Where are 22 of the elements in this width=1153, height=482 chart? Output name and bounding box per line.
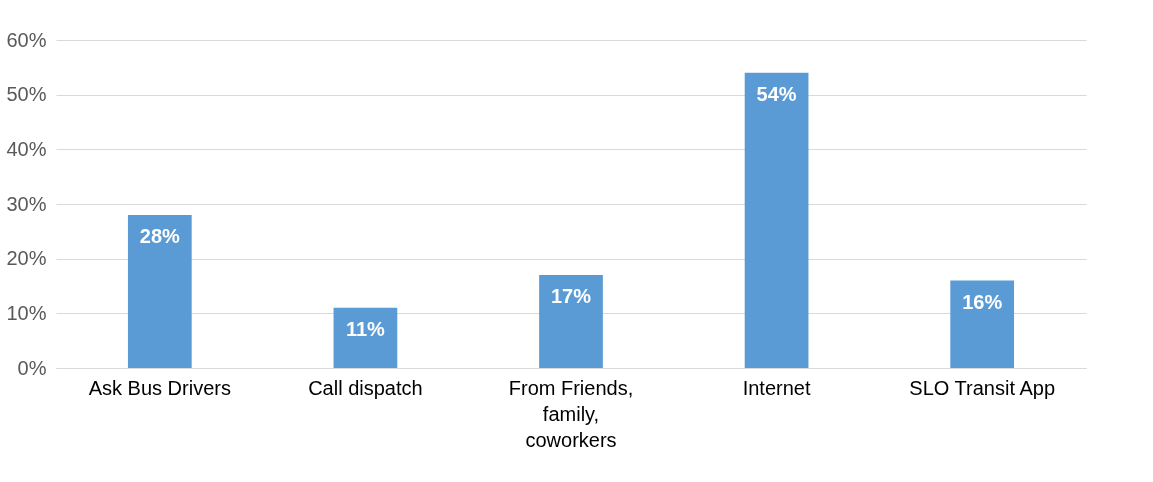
bar (744, 72, 809, 368)
x-tick-label: SLO Transit App (909, 376, 1055, 399)
x-tick-label: From Friends, family, coworkers (508, 376, 634, 451)
x-tick-label: Call dispatch (308, 376, 423, 399)
x-tick-label: Ask Bus Drivers (88, 376, 231, 399)
bar (127, 214, 192, 368)
bar (950, 280, 1015, 368)
y-tick-label: 30% (6, 192, 47, 215)
y-tick-label: 20% (6, 247, 47, 270)
bar (333, 307, 398, 368)
data-label: 17% (550, 285, 592, 308)
data-label: 16% (962, 290, 1003, 313)
y-tick-label: 50% (6, 83, 47, 106)
y-tick-label: 40% (6, 137, 47, 160)
bar (539, 275, 603, 368)
data-label: 54% (756, 82, 797, 105)
x-tick-label: Internet (742, 376, 811, 399)
y-tick-label: 60% (6, 28, 47, 51)
data-label: 28% (139, 224, 181, 247)
y-tick-label: 0% (17, 356, 47, 379)
data-label: 11% (345, 317, 386, 340)
y-tick-label: 10% (6, 301, 47, 324)
